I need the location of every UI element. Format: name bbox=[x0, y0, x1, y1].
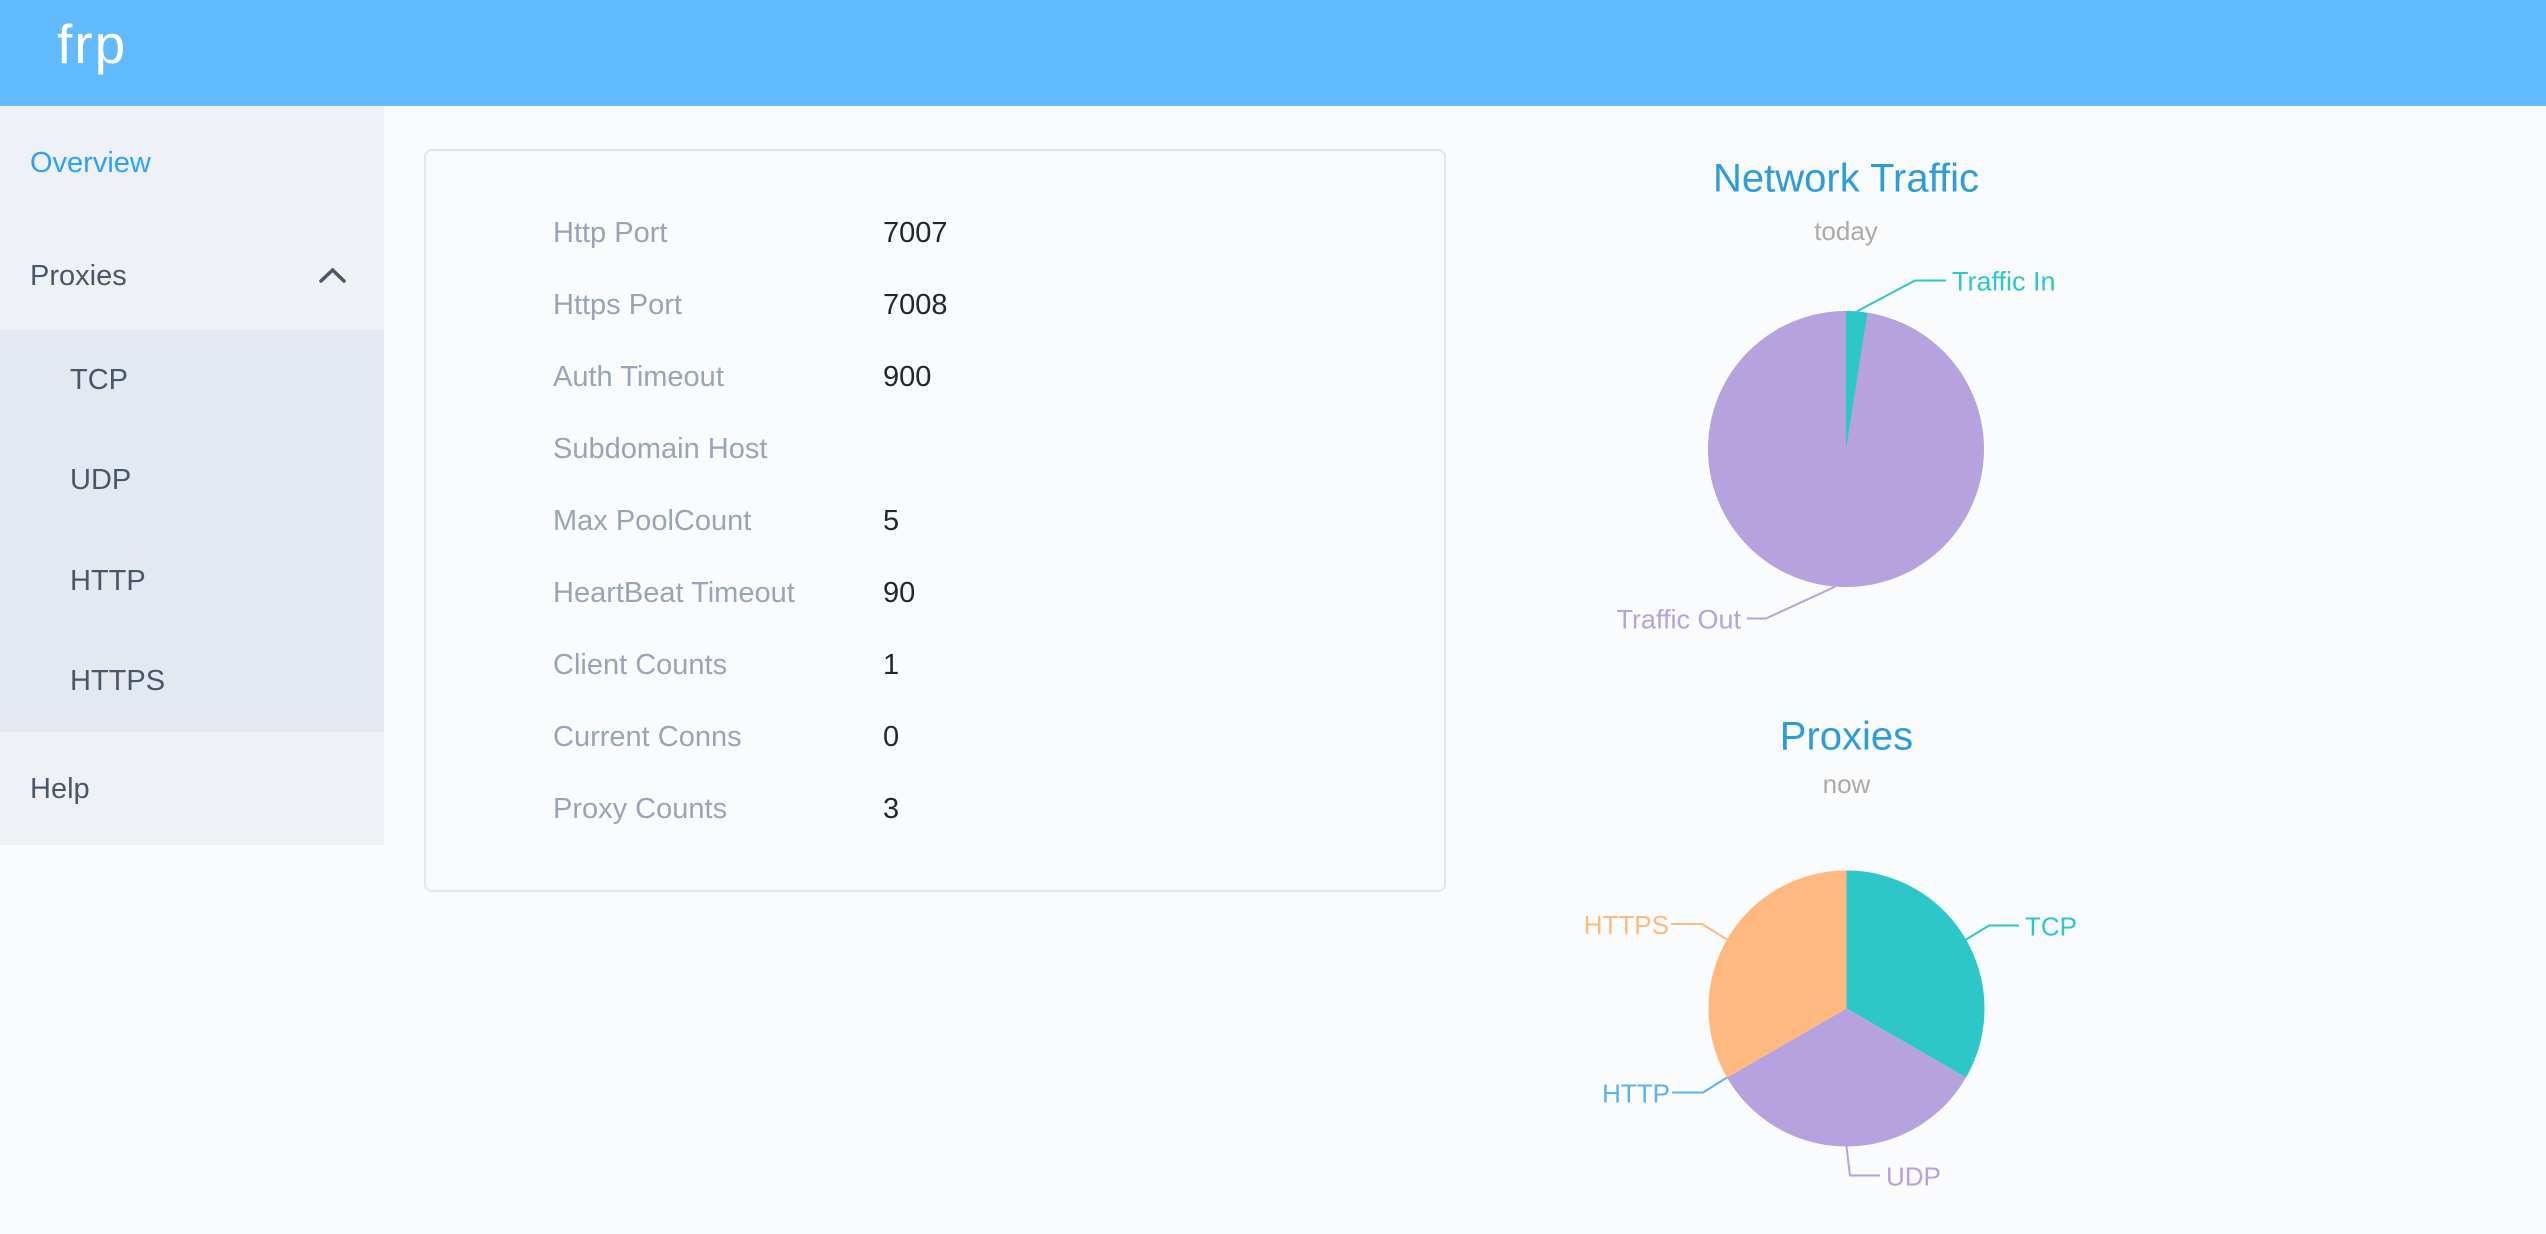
svg-text:UDP: UDP bbox=[1886, 1161, 1941, 1191]
svg-text:HTTPS: HTTPS bbox=[1584, 910, 1669, 940]
svg-text:HTTP: HTTP bbox=[1602, 1078, 1670, 1108]
svg-text:now: now bbox=[1823, 769, 1871, 799]
svg-text:Network Traffic: Network Traffic bbox=[1713, 157, 1979, 201]
svg-text:Traffic Out: Traffic Out bbox=[1616, 604, 1741, 634]
svg-text:Traffic In: Traffic In bbox=[1952, 266, 2056, 296]
svg-text:today: today bbox=[1814, 216, 1878, 246]
svg-text:Proxies: Proxies bbox=[1780, 715, 1913, 759]
svg-text:TCP: TCP bbox=[2025, 911, 2077, 941]
